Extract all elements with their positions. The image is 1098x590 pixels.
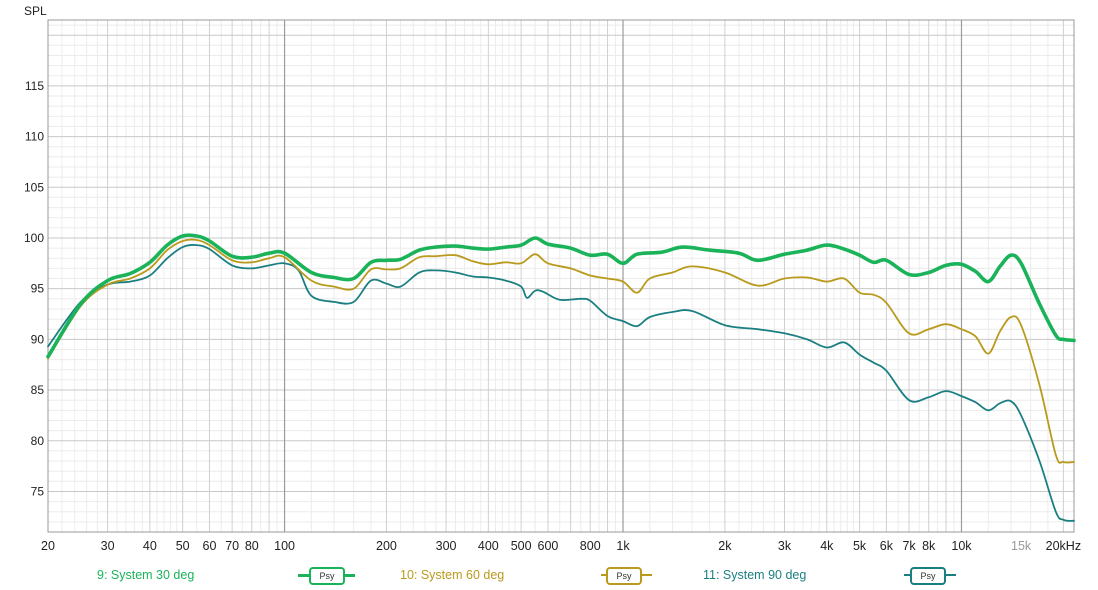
x-tick-label: 8k bbox=[922, 539, 936, 553]
x-tick-label: 6k bbox=[880, 539, 894, 553]
y-tick-label: 115 bbox=[25, 79, 44, 93]
x-tick-label: 80 bbox=[245, 539, 259, 553]
legend-psy-button-series-10[interactable]: Psy bbox=[606, 567, 642, 585]
x-tick-label: 3k bbox=[778, 539, 792, 553]
x-tick-label: 30 bbox=[101, 539, 115, 553]
y-tick-label: 100 bbox=[24, 231, 44, 245]
x-tick-label: 70 bbox=[225, 539, 239, 553]
x-tick-label: 20kHz bbox=[1046, 539, 1081, 553]
y-tick-label: 75 bbox=[31, 484, 45, 498]
legend-psy-button-series-9[interactable]: Psy bbox=[309, 567, 345, 585]
x-tick-label: 5k bbox=[853, 539, 867, 553]
legend-label-series-10: 10: System 60 deg bbox=[400, 568, 505, 582]
y-tick-label: 105 bbox=[24, 180, 44, 194]
legend-line-series-9-right bbox=[345, 574, 355, 577]
legend-line-series-10-right bbox=[642, 574, 652, 576]
series-lines bbox=[46, 233, 1076, 522]
legend-label-series-9: 9: System 30 deg bbox=[97, 568, 195, 582]
x-tick-label: 10k bbox=[951, 539, 972, 553]
y-tick-label: 90 bbox=[31, 332, 45, 346]
x-tick-label: 1k bbox=[616, 539, 630, 553]
x-tick-label: 40 bbox=[143, 539, 157, 553]
x-tick-label: 15k bbox=[1011, 539, 1032, 553]
x-tick-label: 4k bbox=[820, 539, 834, 553]
y-axis-title: SPL bbox=[24, 4, 47, 18]
x-tick-label: 400 bbox=[478, 539, 499, 553]
x-tick-label: 800 bbox=[580, 539, 601, 553]
legend-psy-button-series-11[interactable]: Psy bbox=[910, 567, 946, 585]
legend-line-series-11-right bbox=[946, 574, 956, 576]
y-tick-label: 110 bbox=[25, 130, 44, 144]
series-line-30deg bbox=[46, 233, 1076, 359]
y-tick-label: 80 bbox=[31, 434, 45, 448]
x-tick-label: 60 bbox=[203, 539, 217, 553]
y-tick-label: 95 bbox=[31, 282, 45, 296]
x-tick-label: 600 bbox=[538, 539, 559, 553]
minor-gridlines bbox=[48, 20, 1074, 533]
legend-line-series-9 bbox=[298, 574, 309, 577]
legend-label-series-11: 11: System 90 deg bbox=[703, 568, 807, 582]
y-tick-label: 85 bbox=[31, 383, 45, 397]
x-tick-label: 2k bbox=[718, 539, 732, 553]
x-tick-label: 300 bbox=[436, 539, 457, 553]
plot-frame bbox=[47, 19, 1075, 533]
series-line-90deg bbox=[47, 244, 1075, 522]
x-tick-label: 100 bbox=[274, 539, 295, 553]
x-tick-labels: 20 30 40 50 60 70 80 100 200 300 400 500 600 800 1k 2k 3… bbox=[41, 539, 1081, 553]
legend-line-series-11 bbox=[904, 574, 910, 576]
x-tick-label: 20 bbox=[41, 539, 55, 553]
y-tick-labels: 75 80 85 90 95 100 105 110 115 bbox=[24, 79, 44, 499]
major-gridlines bbox=[48, 20, 1074, 532]
series-line-60deg bbox=[47, 238, 1075, 464]
x-tick-label: 50 bbox=[176, 539, 190, 553]
x-tick-label: 500 bbox=[511, 539, 532, 553]
x-tick-label: 7k bbox=[902, 539, 916, 553]
x-tick-label: 200 bbox=[376, 539, 397, 553]
legend-line-series-10 bbox=[601, 574, 606, 576]
